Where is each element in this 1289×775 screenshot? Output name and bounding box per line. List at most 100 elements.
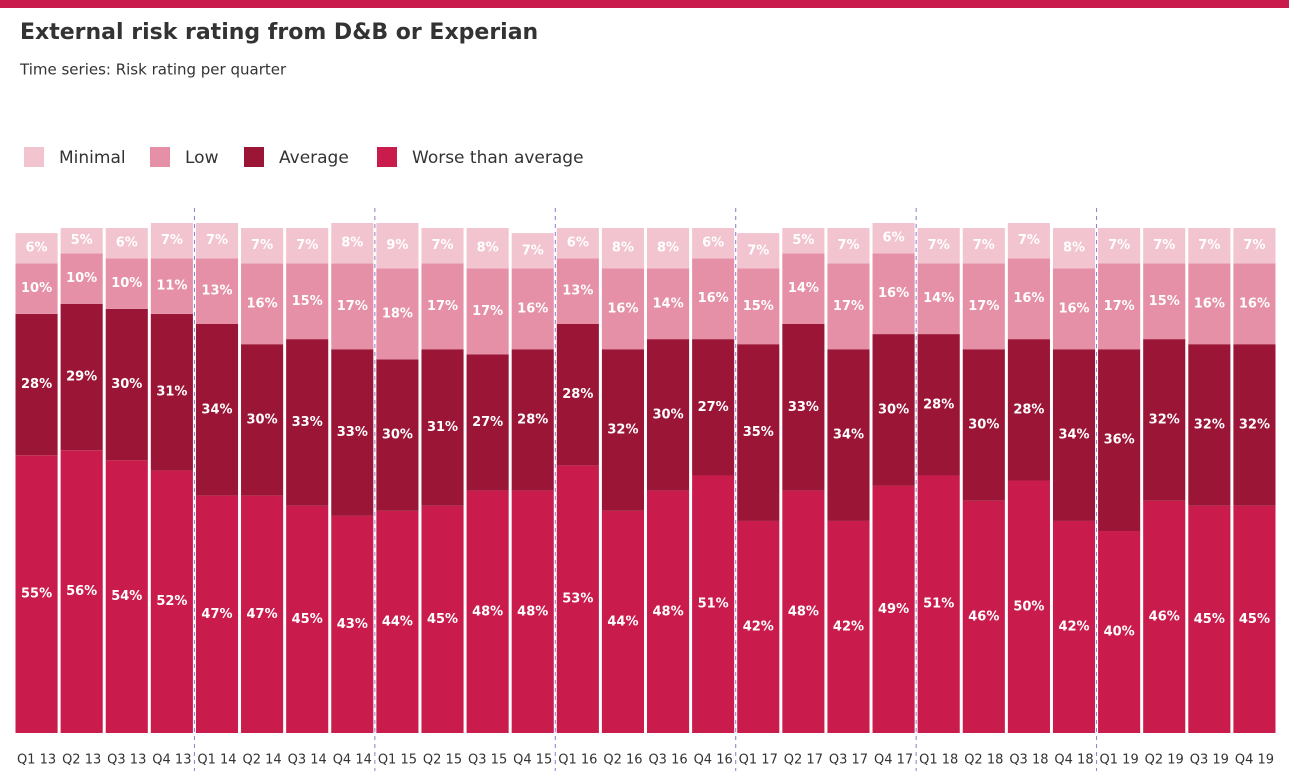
value-label: 16%	[1194, 296, 1225, 311]
bar-segment	[195, 223, 239, 259]
value-label: 17%	[427, 299, 458, 314]
bar-segment	[331, 515, 374, 733]
bar-segment	[241, 344, 284, 496]
value-label: 34%	[833, 428, 864, 443]
value-label: 42%	[833, 619, 864, 634]
value-label: 45%	[1194, 612, 1225, 627]
x-tick-label: Q3 18	[1009, 753, 1048, 768]
bar-segment	[150, 470, 193, 733]
bar-segment	[556, 465, 599, 733]
value-label: 28%	[21, 377, 52, 392]
bar-segment	[692, 339, 735, 476]
value-label: 5%	[71, 233, 93, 248]
bar-segment	[647, 268, 690, 340]
x-tick-label: Q2 18	[964, 753, 1003, 768]
bar-segment	[60, 303, 103, 451]
bar-segment	[105, 258, 148, 309]
bar-segment	[466, 490, 509, 733]
value-label: 44%	[382, 614, 413, 629]
bar-segment	[1188, 344, 1231, 506]
bar-segment	[917, 475, 960, 733]
bar-segment	[1233, 344, 1276, 506]
bar-segment	[647, 228, 690, 269]
legend-label: Average	[279, 148, 349, 168]
value-label: 30%	[968, 417, 999, 432]
x-tick-label: Q1 19	[1100, 753, 1139, 768]
x-tick-label: Q4 18	[1054, 753, 1093, 768]
bar-segment	[962, 228, 1005, 264]
value-label: 32%	[1194, 417, 1225, 432]
value-label: 7%	[1198, 238, 1220, 253]
value-label: 16%	[607, 301, 638, 316]
bar-segment	[827, 349, 870, 521]
legend-label: Worse than average	[412, 148, 584, 168]
bar-segment	[331, 349, 374, 516]
x-tick-label: Q2 16	[603, 753, 642, 768]
bar-segment	[827, 520, 870, 733]
value-label: 46%	[1149, 609, 1180, 624]
value-label: 18%	[382, 306, 413, 321]
value-label: 8%	[477, 241, 499, 256]
value-label: 14%	[923, 291, 954, 306]
bar-segment	[15, 313, 58, 456]
x-tick-label: Q1 17	[739, 753, 778, 768]
value-label: 33%	[292, 415, 323, 430]
value-label: 16%	[247, 296, 278, 311]
value-label: 28%	[923, 397, 954, 412]
value-label: 7%	[431, 238, 453, 253]
bar-segment	[241, 495, 284, 733]
value-label: 42%	[743, 619, 774, 634]
value-label: 30%	[247, 412, 278, 427]
value-label: 8%	[1063, 241, 1085, 256]
bar-segment	[376, 510, 419, 733]
legend-label: Minimal	[59, 148, 126, 168]
value-label: 7%	[1108, 238, 1130, 253]
value-label: 6%	[702, 236, 724, 251]
value-label: 17%	[337, 299, 368, 314]
value-label: 7%	[1243, 238, 1265, 253]
bar-segment	[466, 228, 509, 269]
value-label: 32%	[607, 423, 638, 438]
value-label: 31%	[156, 385, 187, 400]
x-tick-label: Q3 16	[648, 753, 687, 768]
value-label: 6%	[116, 236, 138, 251]
bar-segment	[601, 510, 644, 733]
bar-segment	[737, 268, 780, 345]
bar-segment	[511, 490, 554, 733]
value-label: 17%	[1104, 299, 1135, 314]
value-label: 6%	[567, 236, 589, 251]
value-label: 7%	[1153, 238, 1175, 253]
bar-segment	[331, 223, 374, 264]
bar-segment	[421, 263, 464, 350]
value-label: 5%	[792, 233, 814, 248]
value-label: 53%	[562, 592, 593, 607]
bar-segment	[150, 258, 193, 314]
value-label: 10%	[21, 281, 52, 296]
bar-segment	[331, 263, 374, 350]
value-label: 48%	[517, 604, 548, 619]
bar-segment	[376, 223, 419, 269]
bar-segment	[692, 258, 735, 340]
bar-segment	[511, 233, 554, 269]
bar-segment	[286, 505, 329, 733]
bar-segment	[1007, 480, 1050, 733]
x-tick-label: Q4 13	[152, 753, 191, 768]
value-label: 34%	[1058, 428, 1089, 443]
value-label: 35%	[743, 425, 774, 440]
bar-segment	[647, 490, 690, 733]
bar-segment	[376, 268, 419, 360]
bar-segment	[737, 520, 780, 733]
bar-segment	[60, 228, 103, 254]
value-label: 14%	[788, 281, 819, 296]
value-label: 45%	[1239, 612, 1270, 627]
value-label: 51%	[698, 597, 729, 612]
chart-subtitle: Time series: Risk rating per quarter	[19, 61, 287, 79]
bar-segment	[1233, 263, 1276, 345]
value-label: 42%	[1058, 619, 1089, 634]
x-tick-label: Q1 13	[17, 753, 56, 768]
value-label: 45%	[292, 612, 323, 627]
bar-segment	[286, 228, 329, 264]
value-label: 8%	[612, 241, 634, 256]
value-label: 16%	[517, 301, 548, 316]
